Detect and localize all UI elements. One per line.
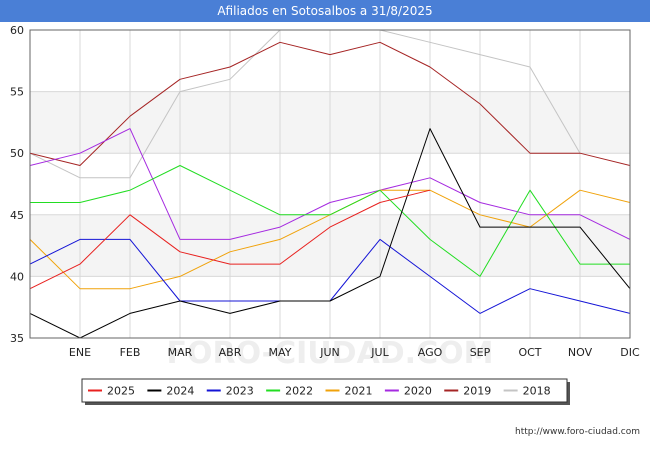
chart-title: Afiliados en Sotosalbos a 31/8/2025	[0, 0, 650, 22]
legend-label-2018: 2018	[523, 385, 551, 398]
series-lines	[30, 30, 630, 338]
x-tick-label: MAR	[168, 346, 193, 359]
source-url: http://www.foro-ciudad.com	[515, 427, 640, 437]
y-tick-label: 35	[10, 332, 24, 345]
x-tick-label: JUN	[319, 346, 340, 359]
series-line-2025	[30, 189, 431, 290]
y-tick-label: 50	[10, 147, 24, 160]
watermark: FORO-CIUDAD.COM	[167, 336, 494, 371]
series-line-2020	[30, 128, 630, 240]
x-axis-ticks: ENE FEB MAR ABR MAY JUN JUL AGO SEP OCT NOV DIC	[69, 346, 640, 359]
series-line-2024	[30, 128, 630, 338]
legend-label-2021: 2021	[345, 385, 373, 398]
x-tick-label: AGO	[418, 346, 443, 359]
x-tick-label: NOV	[568, 346, 593, 359]
legend-label-2020: 2020	[404, 385, 432, 398]
series-line-2019	[30, 41, 630, 166]
x-tick-label: FEB	[120, 346, 141, 359]
series-line-2022	[30, 165, 630, 277]
legend-label-2019: 2019	[463, 385, 491, 398]
legend-label-2025: 2025	[107, 385, 135, 398]
x-tick-label: ABR	[219, 346, 242, 359]
y-tick-label: 55	[10, 86, 24, 99]
plot-border	[29, 29, 631, 339]
y-tick-label: 45	[10, 209, 24, 222]
y-tick-label: 40	[10, 270, 24, 283]
legend-box	[81, 378, 568, 403]
legend-label-2023: 2023	[226, 385, 254, 398]
grid-lines	[29, 29, 631, 339]
y-tick-label: 60	[10, 24, 24, 37]
legend: 2025 2024 2023 2022 2021 2020 2019 2018	[81, 378, 570, 405]
x-tick-label: OCT	[518, 346, 541, 359]
legend-label-2024: 2024	[166, 385, 194, 398]
x-tick-label: ENE	[69, 346, 91, 359]
legend-label-2022: 2022	[285, 385, 313, 398]
x-tick-label: DIC	[620, 346, 640, 359]
series-line-2018	[30, 30, 581, 179]
x-tick-label: MAY	[269, 346, 292, 359]
x-tick-label: SEP	[470, 346, 491, 359]
x-tick-label: JUL	[370, 346, 389, 359]
y-axis-ticks: 35 40 45 50 55 60	[10, 24, 24, 345]
